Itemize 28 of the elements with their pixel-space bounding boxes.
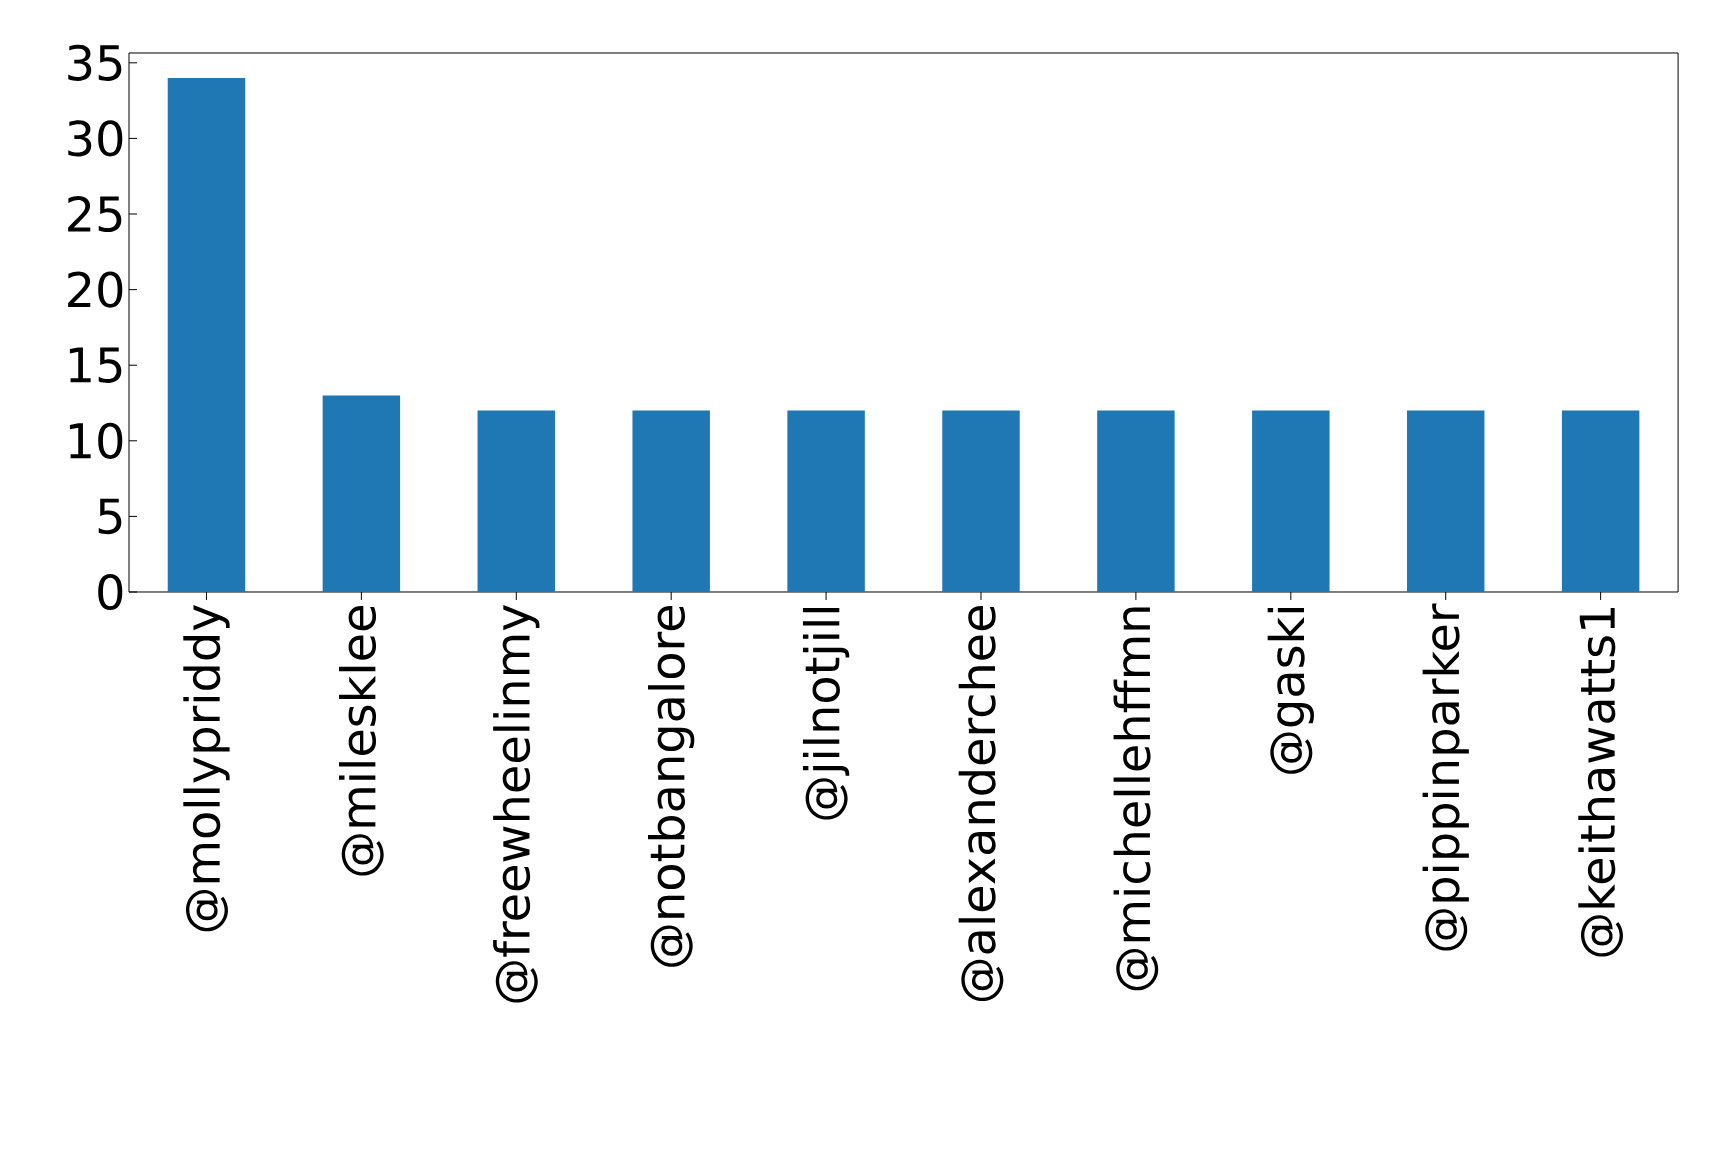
bar [1561,410,1640,592]
x-tick-label: @michellehffmn [1113,607,1159,991]
x-tick-label: @notbangalore [648,605,695,967]
bar [167,77,246,592]
bar [1252,410,1330,592]
y-tick-label: 5 [98,498,122,535]
y-tick-label: 0 [98,573,123,611]
bar [787,410,865,592]
x-tick-label: @jilnotjill [802,607,850,820]
y-tick-label: 35 [68,44,122,81]
x-tick-label: @keithawatts1 [1578,607,1623,957]
x-tick-label: @gaski [1267,607,1314,774]
bar [1097,410,1175,592]
bar [942,410,1020,592]
bar [322,395,401,592]
y-tick-label: 25 [68,195,122,233]
x-tick-label: @milesklee [339,606,384,876]
y-tick-label: 30 [68,120,123,157]
x-tick-label: @freewheelinmy [493,604,540,1003]
bar [477,410,555,592]
x-tick-label: @alexanderchee [958,606,1004,1002]
bar [632,410,710,592]
x-tick-label: @mollypriddy [183,604,230,932]
y-tick-label: 20 [68,271,123,308]
y-tick-label: 10 [69,422,123,459]
bar [1406,410,1485,592]
x-tick-label: @pippinparker [1422,603,1469,951]
y-tick-label: 15 [69,347,122,383]
